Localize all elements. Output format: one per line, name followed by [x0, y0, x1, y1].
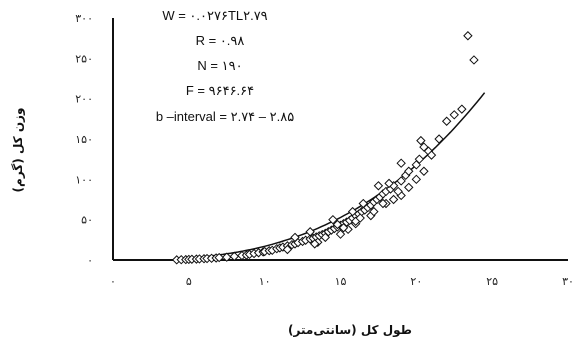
- data-point: [396, 176, 406, 186]
- data-point: [457, 104, 467, 114]
- data-point: [414, 154, 425, 164]
- x-tick-label: ۲۵: [486, 275, 498, 288]
- x-tick-label: ۳۰: [562, 275, 574, 288]
- data-point: [384, 178, 394, 189]
- data-point: [282, 244, 293, 255]
- annotation-n: N = ۱۹۰: [197, 58, 242, 73]
- annotation-equation: W = ۰.۰۲۷۶TL۲.۷۹: [162, 8, 267, 23]
- y-axis-title: وزن کل (گرم): [11, 108, 26, 193]
- data-point: [404, 182, 414, 193]
- data-point: [290, 232, 300, 243]
- data-point: [411, 174, 422, 185]
- data-point: [214, 252, 224, 263]
- data-point: [469, 55, 479, 65]
- data-point: [434, 134, 444, 144]
- data-point: [416, 135, 426, 146]
- y-tick-label: ۵۰: [81, 214, 93, 227]
- data-point: [419, 166, 429, 176]
- x-axis-title: طول کل (سانتی‌متر): [288, 323, 412, 338]
- x-tick-label: ۲۰: [410, 275, 422, 288]
- annotation-f: F = ۹۶۴۶.۶۴: [186, 83, 254, 98]
- y-tick-label: ۲۰۰: [75, 93, 93, 106]
- y-tick-label: ۰: [87, 254, 93, 267]
- data-point: [222, 252, 232, 262]
- y-tick-label: ۱۰۰: [75, 173, 93, 186]
- x-tick-label: ۱۰: [259, 275, 271, 288]
- data-point: [449, 110, 459, 120]
- data-point: [441, 116, 452, 126]
- data-point: [332, 219, 343, 230]
- data-point: [396, 158, 406, 168]
- data-point: [310, 239, 320, 249]
- data-point: [305, 227, 315, 237]
- data-point: [463, 31, 473, 41]
- y-tick-label: ۱۵۰: [75, 133, 93, 146]
- data-point: [355, 213, 365, 223]
- data-point: [373, 181, 384, 191]
- regression-annotations: W = ۰.۰۲۷۶TL۲.۷۹ R = ۰.۹۸ N = ۱۹۰ F = ۹۶…: [156, 8, 294, 124]
- x-tick-label: ۵: [186, 275, 192, 288]
- data-point: [404, 166, 414, 176]
- data-point: [388, 194, 399, 205]
- data-point: [393, 186, 403, 197]
- annotation-b-interval: b –interval = ۲.۷۴ – ۲.۸۵: [156, 109, 294, 124]
- data-point: [335, 229, 346, 239]
- data-point: [369, 206, 379, 217]
- data-point: [347, 206, 358, 217]
- y-tick-label: ۳۰۰: [75, 12, 93, 25]
- y-tick-label: ۲۵۰: [75, 52, 93, 65]
- data-point: [358, 198, 368, 209]
- data-point: [320, 232, 331, 243]
- data-point: [378, 198, 388, 209]
- data-point: [328, 214, 338, 225]
- data-points: [171, 31, 479, 265]
- annotation-r: R = ۰.۹۸: [196, 33, 245, 48]
- data-point: [338, 223, 349, 233]
- data-point: [426, 150, 437, 160]
- x-tick-label: ۰: [110, 275, 116, 288]
- x-tick-label: ۱۵: [335, 275, 347, 288]
- data-point: [229, 251, 240, 262]
